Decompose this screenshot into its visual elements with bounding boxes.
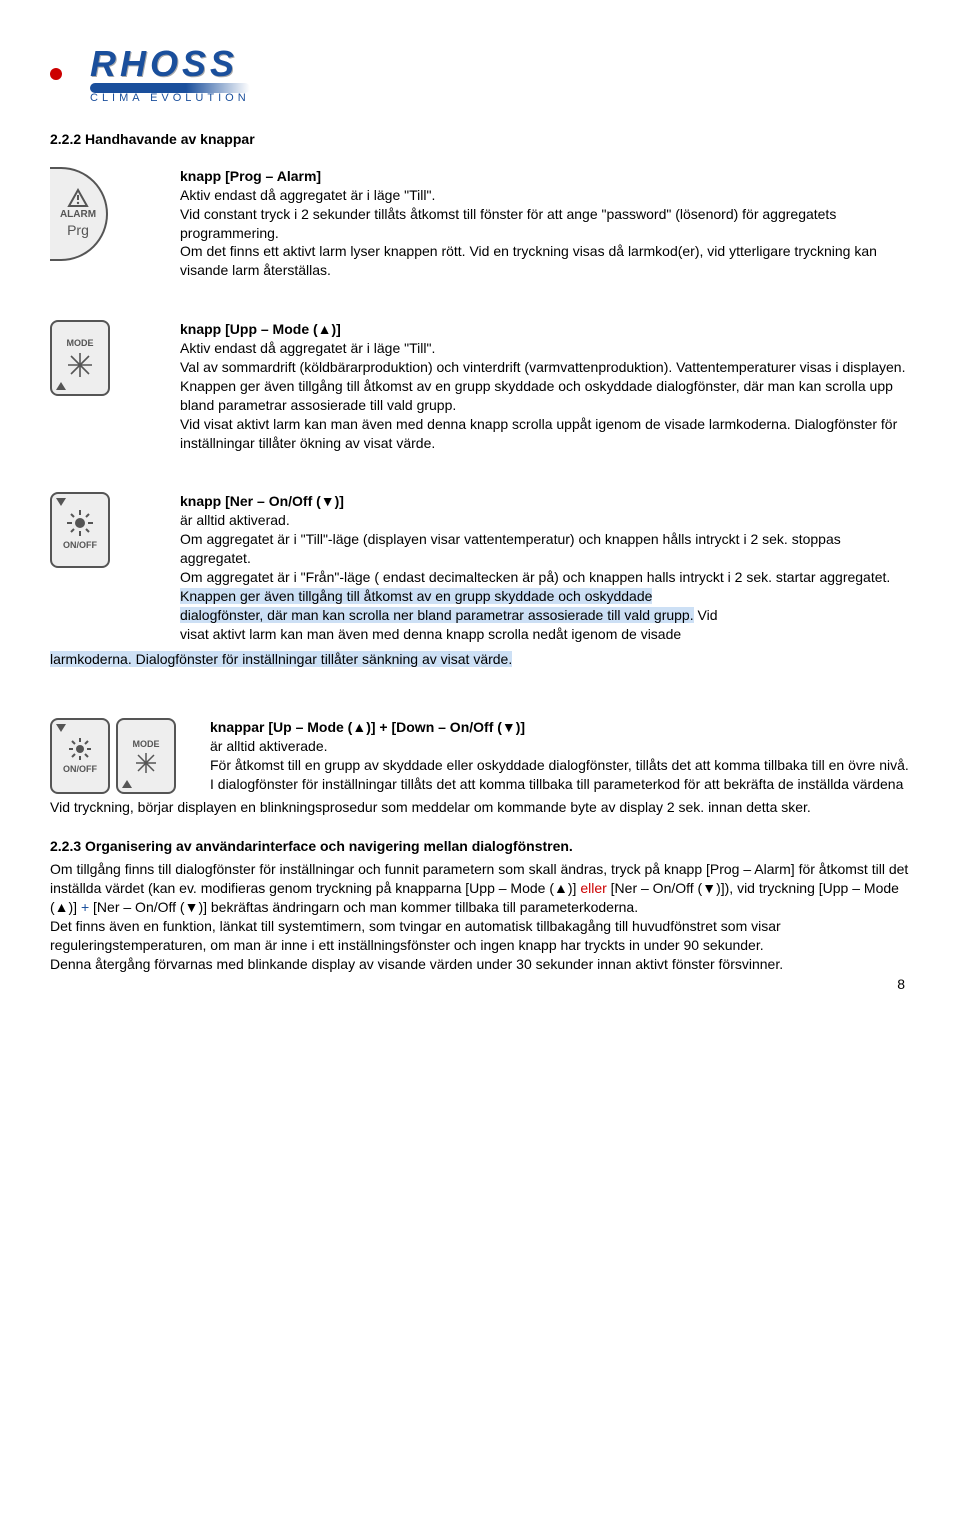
up-triangle-icon [56, 382, 66, 390]
logo-dot [50, 68, 62, 80]
prg-label: Prg [67, 221, 89, 240]
onoff-button-icon-combo: ON/OFF [50, 718, 110, 794]
section-223-heading: 2.2.3 Organisering av användarinterface … [50, 837, 910, 856]
mode-title: knapp [Upp – Mode (▲)] [180, 320, 910, 339]
section-223-p2: Det finns även en funktion, länkat till … [50, 917, 910, 955]
down-triangle-icon [56, 724, 66, 732]
onoff-block: ON/OFF knapp [Ner – On/Off (▼)] är allti… [50, 492, 910, 643]
snowflake-icon [66, 351, 94, 379]
plus-text: + [81, 899, 89, 915]
warning-triangle-icon [67, 188, 89, 208]
p1c: [Ner – On/Off (▼)] bekräftas ändringarn … [89, 899, 638, 915]
mode-label-combo: MODE [133, 738, 160, 750]
combo-body: är alltid aktiverade. För åtkomst till e… [210, 737, 910, 794]
alarm-body: Aktiv endast då aggregatet är i läge "Ti… [180, 186, 910, 280]
sun-icon [68, 737, 92, 761]
onoff-button-icon: ON/OFF [50, 492, 110, 568]
onoff-body-lead: är alltid aktiverad. Om aggregatet är i … [180, 511, 910, 587]
down-triangle-icon [56, 498, 66, 506]
logo-sub: CLIMA EVOLUTION [90, 91, 250, 106]
mode-body: Aktiv endast då aggregatet är i läge "Ti… [180, 339, 910, 452]
onoff-label-combo: ON/OFF [63, 763, 97, 775]
onoff-body-highlight-start: Knappen ger även tillgång till åtkomst a… [180, 588, 694, 623]
combo-title: knappar [Up – Mode (▲)] + [Down – On/Off… [210, 718, 910, 737]
mode-button-icon-combo: MODE [116, 718, 176, 794]
up-triangle-icon [122, 780, 132, 788]
logo-header: RHOSS CLIMA EVOLUTION [50, 40, 910, 120]
onoff-label: ON/OFF [63, 539, 97, 551]
alarm-block: ALARM Prg knapp [Prog – Alarm] Aktiv end… [50, 167, 910, 280]
section-223-p1: Om tillgång finns till dialogfönster för… [50, 860, 910, 917]
onoff-body-continuation: larmkoderna. Dialogfönster för inställni… [50, 650, 910, 669]
logo-main: RHOSS [90, 40, 250, 89]
sun-icon [66, 509, 94, 537]
section-222-heading: 2.2.2 Handhavande av knappar [50, 130, 910, 149]
mode-block: MODE knapp [Upp – Mode (▲)] Aktiv endast… [50, 320, 910, 452]
mode-label: MODE [67, 337, 94, 349]
section-223-p3: Denna återgång förvarnas med blinkande d… [50, 955, 910, 974]
alarm-title: knapp [Prog – Alarm] [180, 167, 910, 186]
page-number: 8 [897, 975, 905, 994]
combo-after: Vid tryckning, börjar displayen en blink… [50, 798, 910, 817]
combo-block: ON/OFF MODE knappar [Up – Mode (▲)] + [D… [50, 718, 910, 794]
alarm-button-icon: ALARM Prg [50, 167, 108, 261]
snowflake-icon [134, 751, 158, 775]
eller-text: eller [580, 880, 606, 896]
onoff-title: knapp [Ner – On/Off (▼)] [180, 492, 910, 511]
mode-button-icon: MODE [50, 320, 110, 396]
alarm-label: ALARM [60, 208, 96, 222]
